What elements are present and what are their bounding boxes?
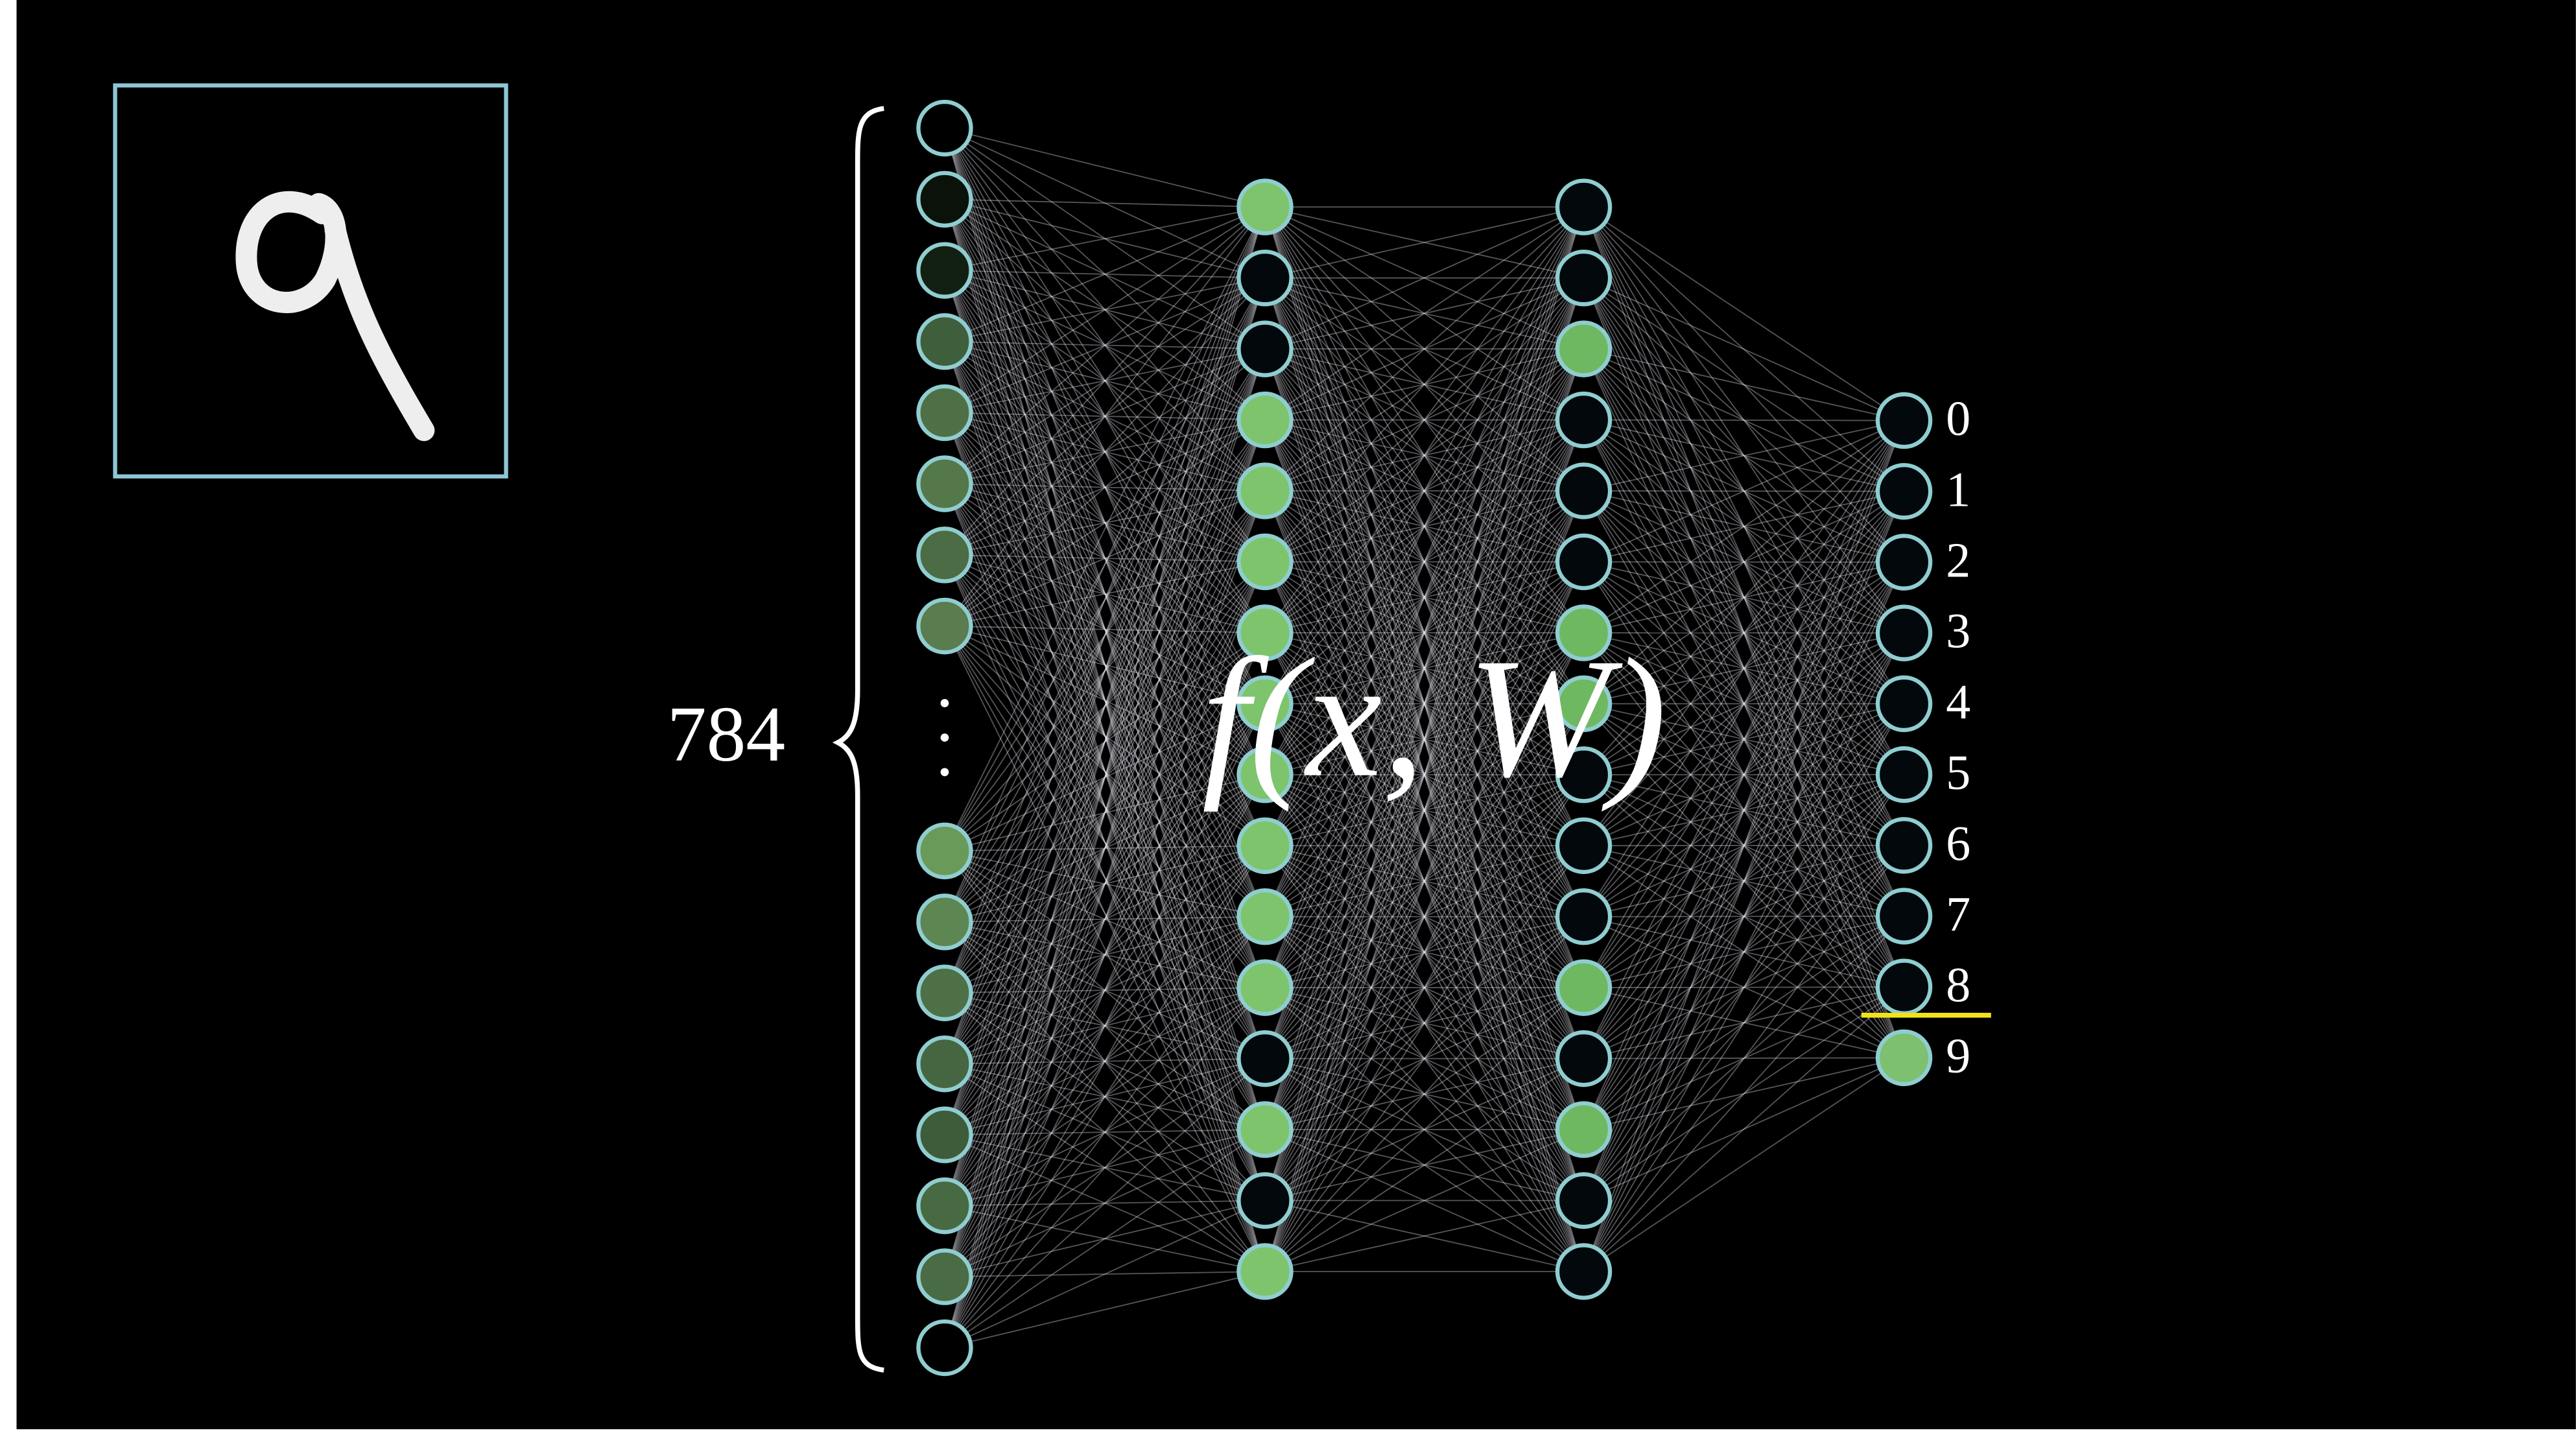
neuron: [1557, 394, 1610, 446]
output-label: 3: [1946, 604, 1970, 659]
page: 784 f(x, W) 0123456789 (() => { const da…: [0, 0, 2576, 1444]
neuron: [1557, 820, 1610, 872]
output-label: 7: [1946, 887, 1970, 941]
neuron: [1238, 890, 1291, 943]
neuron: [918, 386, 971, 439]
output-label: 6: [1946, 816, 1970, 871]
neuron: [1878, 819, 1930, 871]
network-diagram: 784 f(x, W) 0 1 2 3 4 5 6 7 8 9: [0, 0, 2576, 1444]
neuron: [1238, 820, 1291, 872]
neuron: [918, 315, 971, 368]
neuron: [1238, 1104, 1291, 1156]
neuron: [918, 1179, 971, 1232]
output-label: 0: [1946, 392, 1970, 446]
neuron: [1878, 890, 1930, 942]
neuron: [918, 1037, 971, 1090]
output-label: 4: [1946, 675, 1970, 729]
neuron: [1878, 748, 1930, 801]
neuron: [1238, 536, 1291, 588]
neuron: [918, 895, 971, 948]
neuron: [1238, 252, 1291, 304]
neuron: [1238, 1032, 1291, 1085]
ellipsis-dot: [941, 768, 949, 776]
neuron: [1557, 536, 1610, 588]
neuron: [918, 528, 971, 581]
neuron: [1557, 252, 1610, 304]
output-label: 5: [1946, 746, 1970, 800]
output-label: 9: [1946, 1029, 1970, 1083]
function-label: f(x, W): [1202, 623, 1667, 813]
neuron: [918, 967, 971, 1019]
input-image-frame: [115, 86, 506, 477]
neuron: [1557, 890, 1610, 943]
neuron: [918, 173, 971, 226]
neuron: [1238, 1174, 1291, 1227]
neuron: [1238, 181, 1291, 233]
ellipsis-dot: [941, 733, 949, 742]
neuron: [1878, 536, 1930, 588]
neuron: [1238, 464, 1291, 517]
neuron: [1878, 394, 1930, 447]
neuron: [1557, 1104, 1610, 1156]
neuron: [918, 102, 971, 154]
neuron: [1238, 323, 1291, 375]
connection: [1584, 420, 1904, 421]
neuron: [1238, 1245, 1291, 1297]
neuron: [918, 458, 971, 510]
neuron: [918, 1109, 971, 1161]
neuron: [1878, 465, 1930, 517]
neuron: [918, 1321, 971, 1374]
neuron: [1557, 962, 1610, 1014]
neuron: [1238, 394, 1291, 446]
neuron: [1557, 1032, 1610, 1085]
output-label: 2: [1946, 533, 1970, 587]
neuron: [1238, 962, 1291, 1014]
neuron: [1878, 678, 1930, 730]
neuron: [1557, 323, 1610, 375]
output-label: 1: [1946, 462, 1970, 517]
ellipsis-dot: [941, 699, 949, 707]
neuron: [1878, 1032, 1930, 1084]
neuron: [1878, 607, 1930, 659]
input-size-label: 784: [667, 691, 785, 778]
neuron: [918, 600, 971, 652]
neuron: [918, 825, 971, 877]
neuron: [1557, 464, 1610, 517]
neuron: [918, 244, 971, 296]
output-label: 8: [1946, 958, 1970, 1013]
neuron: [1557, 1174, 1610, 1227]
neuron: [1557, 1245, 1610, 1297]
neuron: [1557, 181, 1610, 233]
neuron: [1878, 961, 1930, 1013]
neuron: [918, 1251, 971, 1303]
